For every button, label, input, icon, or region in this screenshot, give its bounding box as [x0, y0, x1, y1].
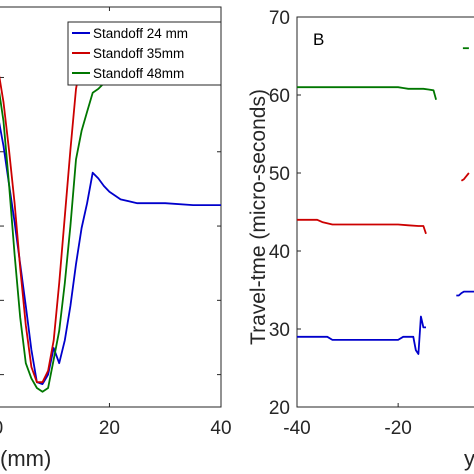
panel-b-ytick-label: 40 [269, 242, 290, 263]
panel-b: 20 30 40 50 60 70 -40 -20 Travel-tme (micro-seco… [247, 8, 474, 471]
panel-a-legend: Standoff 24 mm Standoff 35mm Standoff 48mm [67, 21, 222, 86]
panel-b-series-line-2 [297, 315, 426, 355]
panel-b-ytick-label: 50 [269, 164, 290, 185]
panel-b-label: B [313, 30, 324, 49]
panel-a-xtick-label: 20 [99, 418, 120, 439]
panel-b-series-line-4 [456, 290, 474, 297]
panel-b-xtick-label: -20 [384, 418, 411, 439]
panel-a-legend-entry-1: Standoff 35mm [93, 46, 184, 61]
panel-a-axes-box [0, 6, 222, 408]
panel-b-series-line-0 [297, 86, 437, 100]
panel-b-ytick-label: 30 [269, 320, 290, 341]
panel-b-xlabel: y [464, 446, 474, 471]
panel-b-ylabel: Travel-tme (micro-seconds) [247, 89, 270, 345]
panel-a-xtick-label: 0 [0, 418, 3, 439]
panel-a-series-line-0 [0, 122, 221, 386]
panel-b-axes-box [296, 16, 474, 408]
panel-b-series-line-3 [460, 172, 470, 182]
panel-b-ytick-label: 60 [269, 86, 290, 107]
panel-b-series-line-1 [297, 218, 427, 235]
panel-a-legend-entry-0: Standoff 24 mm [93, 26, 188, 41]
panel-a-legend-box [67, 21, 222, 86]
panel-a-xlabel: (mm) [0, 446, 51, 471]
panel-a-legend-entry-2: Standoff 48mm [93, 66, 184, 81]
panel-b-xtick-label: -40 [283, 418, 310, 439]
panel-b-ytick-label: 70 [269, 8, 290, 29]
panel-a-xtick-label: 40 [210, 418, 231, 439]
panel-b-ytick-label: 20 [269, 398, 290, 419]
